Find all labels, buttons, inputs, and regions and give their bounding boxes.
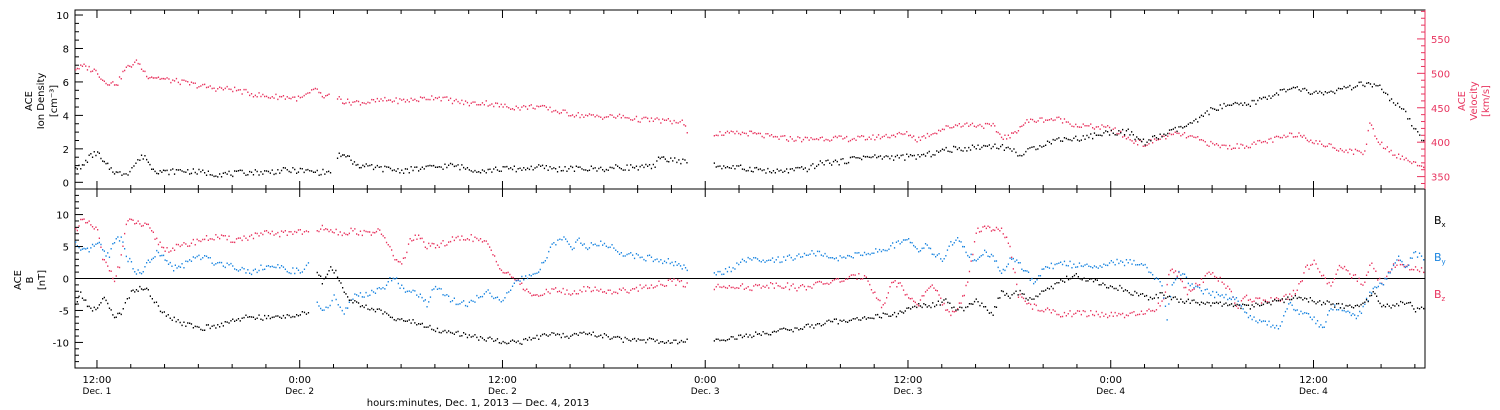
top-right-tick-label: 400 — [1431, 138, 1450, 149]
legend-bz: Bz — [1434, 288, 1446, 303]
bz-series-segment — [75, 218, 310, 283]
top-right-axis-title-line-1: ACE — [1457, 91, 1468, 111]
legend-by-sub: y — [1442, 258, 1446, 266]
top-left-tick-label: 8 — [63, 44, 69, 55]
legend-bx-main: B — [1434, 214, 1442, 227]
top-right-tick-label: 500 — [1431, 69, 1450, 80]
legend-bz-sub: z — [1442, 295, 1446, 303]
top-left-axis-title: ACE Ion Density [cm⁻³] — [24, 73, 60, 130]
x-tick-label: 0:00 — [1099, 375, 1121, 386]
top-left-tick-label: 4 — [63, 111, 69, 122]
x-tick-label: 12:00 — [83, 375, 112, 386]
x-tick-label: 12:00 — [894, 375, 923, 386]
top-right-tick-label: 550 — [1431, 35, 1450, 46]
bottom-left-tick-label: 5 — [63, 243, 69, 254]
legend-bx-sub: x — [1442, 221, 1446, 229]
x-tick-date-label: Dec. 2 — [285, 387, 314, 397]
top-left-tick-label: 10 — [56, 11, 69, 22]
top-right-axis-title-line-2: Velocity — [1469, 81, 1480, 120]
top-left-tick-label: 6 — [63, 78, 69, 89]
top-left-axis-title-line-2: Ion Density — [36, 73, 47, 130]
x-tick-date-label: Dec. 2 — [488, 387, 517, 397]
top-left-tick-label: 2 — [63, 145, 69, 156]
x-tick-date-label: Dec. 4 — [1096, 387, 1125, 397]
by-series-segment — [713, 237, 1425, 330]
x-tick-date-label: Dec. 3 — [691, 387, 720, 397]
bottom-left-tick-label: -10 — [53, 338, 69, 349]
by-series-segment — [75, 236, 310, 276]
x-tick-date-label: Dec. 1 — [83, 387, 112, 397]
axes-layer: 0246810350400450500550-10-5051012:00Dec.… — [53, 10, 1450, 397]
density-series-segment — [75, 151, 332, 178]
velocity-series-segment — [336, 95, 688, 134]
bx-series-segment — [713, 273, 1425, 342]
velocity-series — [75, 59, 1425, 169]
bx-series — [75, 266, 1425, 345]
x-tick-label: 12:00 — [488, 375, 517, 386]
bottom-left-tick-label: 0 — [63, 275, 69, 286]
density-series — [75, 81, 1425, 178]
bottom-left-axis-title-line-3: [nT] — [37, 270, 48, 290]
top-right-tick-label: 450 — [1431, 104, 1450, 115]
bottom-left-axis-title-line-1: ACE — [13, 270, 24, 290]
x-tick-label: 0:00 — [288, 375, 310, 386]
x-axis-title: hours:minutes, Dec. 1, 2013 — Dec. 4, 20… — [367, 398, 589, 409]
top-right-axis-title: ACE Velocity [km/s] — [1457, 81, 1492, 120]
series-layer — [75, 59, 1425, 345]
bottom-left-axis-title: ACE B [nT] — [13, 270, 48, 290]
density-series-segment — [713, 81, 1425, 174]
legend-bz-main: B — [1434, 288, 1442, 301]
top-left-axis-title-line-1: ACE — [24, 91, 35, 111]
velocity-series-segment — [713, 116, 1425, 169]
top-left-tick-label: 0 — [63, 178, 69, 189]
top-right-tick-label: 350 — [1431, 173, 1450, 184]
bz-series-segment — [713, 225, 1425, 319]
bottom-left-tick-label: 10 — [56, 211, 69, 222]
density-series-segment — [336, 152, 688, 174]
top-right-axis-title-line-3: [km/s] — [1481, 85, 1492, 117]
legend-by: By — [1434, 251, 1446, 266]
top-left-axis-title-line-3: [cm⁻³] — [49, 85, 60, 117]
legend-by-main: B — [1434, 251, 1442, 264]
bx-series-segment — [316, 266, 688, 345]
by-series — [75, 236, 1425, 330]
velocity-series-segment — [75, 59, 330, 102]
x-tick-date-label: Dec. 4 — [1299, 387, 1328, 397]
x-tick-date-label: Dec. 3 — [894, 387, 923, 397]
x-tick-label: 0:00 — [694, 375, 716, 386]
x-tick-label: 12:00 — [1299, 375, 1328, 386]
legend-bx: Bx — [1434, 214, 1446, 229]
by-series-segment — [316, 236, 688, 315]
legend: Bx By Bz — [1434, 214, 1446, 303]
bottom-left-axis-title-line-2: B — [25, 276, 36, 283]
bottom-left-tick-label: -5 — [59, 306, 69, 317]
